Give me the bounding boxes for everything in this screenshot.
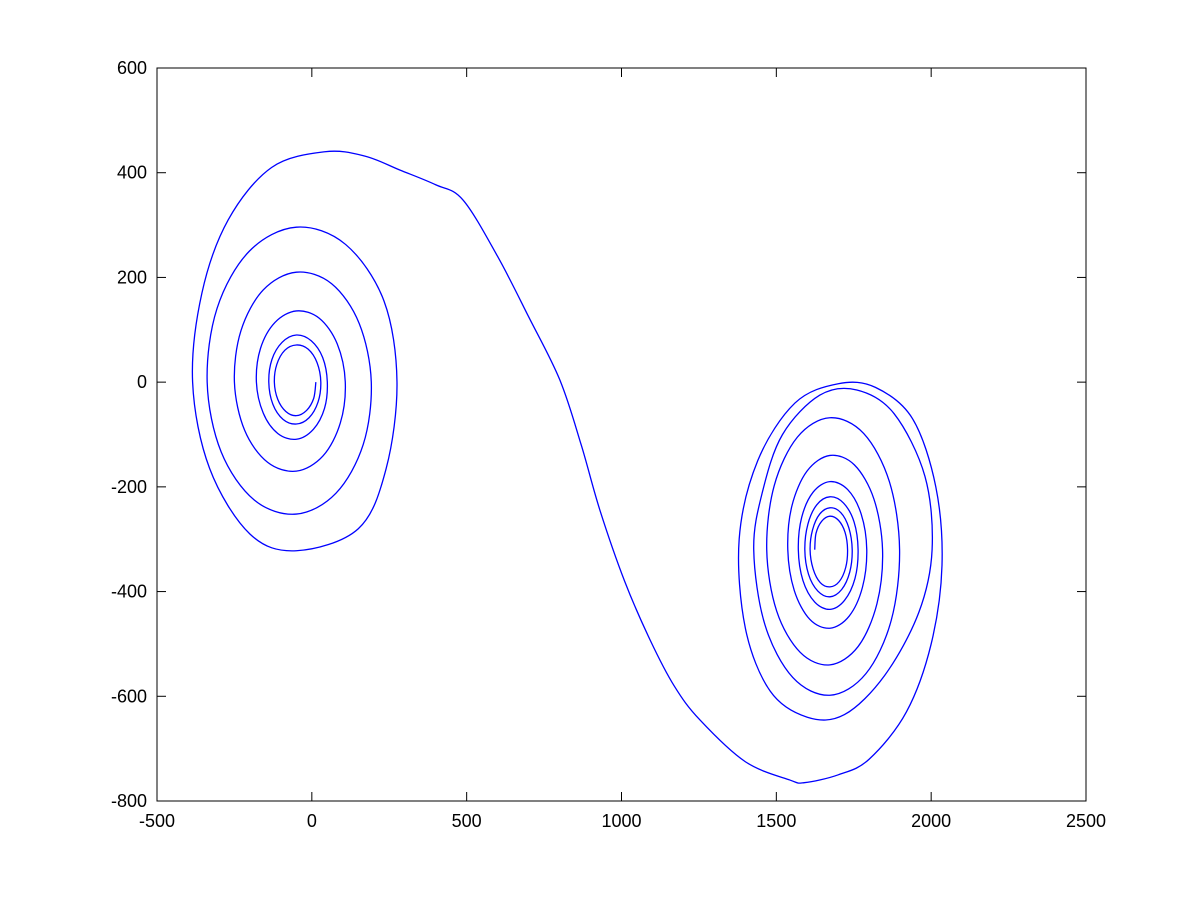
x-tick-label: -500 xyxy=(139,811,175,831)
y-tick-label: -200 xyxy=(111,477,147,497)
y-tick-label: -400 xyxy=(111,582,147,602)
y-tick-label: -600 xyxy=(111,686,147,706)
x-tick-label: 0 xyxy=(307,811,317,831)
data-line xyxy=(191,150,943,784)
y-tick-label: 200 xyxy=(117,267,147,287)
plot-frame xyxy=(156,67,1087,802)
y-tick-label: 400 xyxy=(117,163,147,183)
x-tick-label: 2000 xyxy=(911,811,951,831)
y-tick-label: 600 xyxy=(117,58,147,78)
x-tick-label: 500 xyxy=(452,811,482,831)
x-tick-label: 2500 xyxy=(1066,811,1106,831)
y-tick-label: -800 xyxy=(111,791,147,811)
x-tick-label: 1500 xyxy=(756,811,796,831)
y-tick-label: 0 xyxy=(137,372,147,392)
x-tick-label: 1000 xyxy=(601,811,641,831)
